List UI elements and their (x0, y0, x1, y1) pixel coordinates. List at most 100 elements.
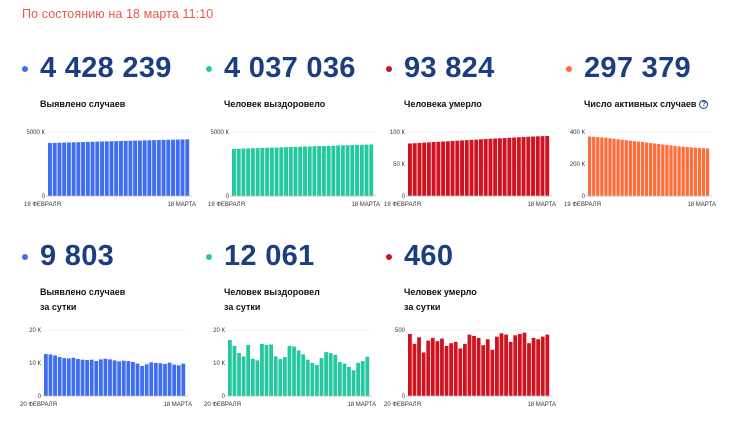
bar (301, 354, 306, 396)
bar (364, 144, 369, 196)
card-active-cases: 297 379 Число активных случаев? 400 К 200… (564, 52, 730, 267)
bar (133, 140, 138, 196)
bar (57, 142, 62, 196)
bar (293, 146, 298, 196)
bar (142, 140, 147, 196)
series-dot (206, 66, 212, 72)
bar (90, 141, 95, 196)
bar (319, 358, 324, 396)
bar (85, 141, 90, 196)
bar (100, 141, 104, 196)
bar (369, 144, 374, 196)
bar (76, 142, 81, 196)
daily-deaths-label: Человек умерло за сутки (404, 287, 477, 312)
bar (333, 354, 338, 396)
y-tick-label: 500 (395, 328, 406, 334)
bar (185, 139, 190, 196)
bar (342, 363, 347, 396)
bar (527, 343, 531, 396)
bar (347, 366, 351, 396)
bar (328, 353, 333, 396)
series-dot (22, 254, 28, 260)
card-daily-recovered: 12 061 Человек выздоровел за сутки 20 К 10… (204, 240, 381, 444)
bar (324, 352, 328, 396)
total-cases-chart: 5000 К 0 19 ФЕВРАЛЯ 18 МАРТА (24, 130, 196, 208)
bar (66, 142, 71, 196)
bar (246, 148, 251, 196)
y-tick-label: 0 (402, 194, 406, 200)
total-cases-label: Выявлено случаев (40, 99, 126, 109)
card-daily-deaths: 460 Человек умерло за сутки 500 0 20 ФЕВРАЛ… (384, 240, 561, 444)
bar (422, 142, 427, 196)
bar (140, 365, 144, 396)
bar (131, 362, 135, 396)
bar (521, 136, 526, 196)
bar (95, 141, 100, 196)
bar (449, 343, 454, 396)
series-dot (206, 254, 212, 260)
y-tick-label: 5000 К (26, 130, 45, 136)
bar (444, 345, 449, 396)
bar (522, 332, 527, 396)
bar (488, 138, 493, 196)
bar (112, 360, 117, 396)
bar (350, 145, 355, 196)
bar (117, 361, 122, 396)
bar (153, 363, 158, 396)
bar (282, 357, 287, 396)
bar (632, 141, 636, 196)
bar (321, 145, 326, 196)
bar (232, 148, 236, 196)
bar (246, 344, 251, 396)
bar (340, 145, 345, 196)
bar (669, 145, 673, 196)
bar (269, 147, 274, 196)
bar (137, 140, 142, 196)
x-start-label: 19 ФЕВРАЛЯ (384, 202, 421, 208)
daily-cases-label: Выявлено случаев за сутки (40, 287, 126, 312)
bar (516, 137, 521, 196)
bar (279, 147, 284, 196)
bar (476, 337, 481, 396)
bar (502, 138, 507, 196)
status-date: По состоянию на 18 марта 11:10 (22, 7, 214, 21)
bar (426, 340, 431, 396)
bar (121, 360, 126, 396)
bar (640, 142, 645, 196)
bar (479, 139, 483, 196)
bar (360, 361, 365, 396)
y-tick-label: 0 (222, 394, 226, 400)
x-start-label: 19 ФЕВРАЛЯ (208, 202, 245, 208)
daily-recovered-value: 12 061 (224, 240, 315, 272)
bar (317, 146, 322, 196)
bar (508, 341, 513, 396)
bar (255, 148, 260, 196)
bar (175, 139, 180, 196)
series-dot (22, 66, 28, 72)
bar (265, 147, 270, 196)
x-end-label: 18 МАРТА (351, 202, 380, 208)
y-tick-label: 200 К (570, 162, 586, 168)
bar (441, 141, 446, 196)
info-icon[interactable]: ? (699, 100, 709, 109)
bar (278, 359, 283, 396)
bar (48, 354, 53, 396)
bar (305, 359, 310, 396)
bar (453, 341, 458, 396)
series-dot (386, 254, 392, 260)
bar (180, 139, 185, 196)
bar (356, 363, 361, 396)
bar (412, 343, 417, 396)
bar (417, 142, 422, 196)
x-start-label: 19 ФЕВРАЛЯ (24, 202, 61, 208)
bar (531, 337, 536, 396)
y-tick-label: 10 К (29, 361, 41, 367)
bar (624, 140, 628, 196)
bar (284, 147, 288, 196)
active-cases-value: 297 379 (584, 52, 691, 84)
bar (536, 339, 541, 396)
bar (71, 357, 76, 396)
bar (296, 350, 301, 396)
bar (436, 141, 441, 196)
daily-cases-chart: 20 К 10 К 0 20 ФЕВРАЛЯ 18 МАРТА (20, 328, 192, 408)
